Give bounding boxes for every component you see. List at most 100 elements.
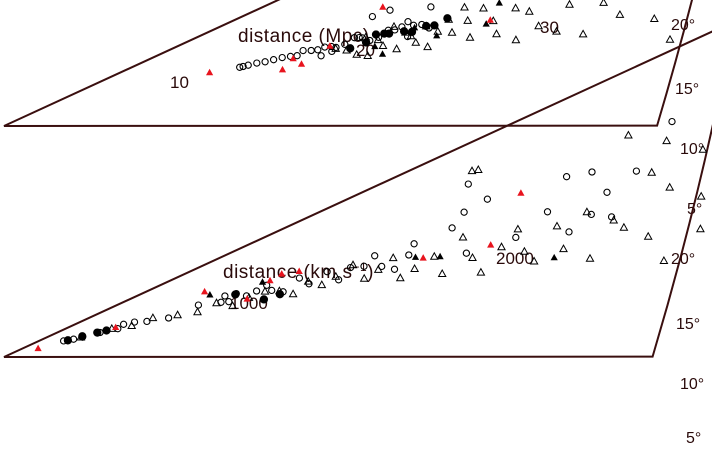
data-point-triangle-open (647, 167, 657, 176)
data-point-triangle-open (468, 252, 477, 261)
data-point-triangle-open (479, 3, 488, 12)
data-point-triangle-open (463, 15, 473, 24)
data-point-circle-open (314, 46, 322, 54)
data-point-triangle-open (511, 3, 521, 12)
data-point-circle-open (632, 167, 641, 175)
data-point-triangle-open (476, 267, 486, 276)
data-point-triangle-red (297, 60, 306, 67)
data-point-triangle-open (467, 166, 477, 175)
data-point-circle-open (317, 52, 325, 60)
data-point-triangle-open (429, 251, 439, 260)
data-point-triangle-open (695, 224, 705, 233)
data-point-triangle-filled (411, 253, 420, 260)
wedge-bottom-angle-tick: 15° (676, 316, 700, 333)
data-point-triangle-open (552, 26, 561, 35)
data-point-circle-open (404, 18, 412, 26)
data-point-triangle-open (148, 313, 158, 322)
data-point-triangle-red (289, 54, 297, 62)
data-point-triangle-open (519, 246, 529, 255)
wedge-bottom: distance (km s−1) 1000 2000 20° 15° 10° … (3, 30, 712, 447)
data-point-circle-filled (430, 21, 439, 30)
data-point-triangle-open (559, 244, 568, 253)
data-point-circle-open (261, 58, 269, 66)
data-point-circle-open (332, 43, 340, 52)
data-point-triangle-open (423, 42, 433, 51)
wedge-bottom-axis-title-close: ) (367, 262, 374, 283)
data-point-triangle-red (295, 267, 303, 274)
data-point-triangle-red (112, 323, 120, 330)
data-point-circle-open (562, 173, 571, 181)
data-point-circle-open (603, 188, 611, 196)
data-point-triangle-open (352, 49, 362, 58)
data-point-triangle-red (206, 68, 214, 76)
data-point-triangle-open (348, 260, 358, 269)
data-point-triangle-open (437, 268, 447, 277)
data-point-triangle-open (643, 231, 653, 240)
data-point-triangle-open (274, 286, 284, 295)
data-point-triangle-red (34, 344, 42, 352)
data-point-triangle-red (419, 254, 427, 261)
data-point-triangle-open (127, 320, 137, 329)
data-point-triangle-open (411, 37, 421, 46)
data-point-triangle-filled (495, 0, 503, 6)
wedge-top-radial-tick: 20 (356, 41, 375, 60)
data-point-triangle-open (696, 191, 706, 200)
data-point-triangle-red (486, 16, 494, 23)
data-point-triangle-open (565, 0, 574, 8)
data-point-circle-open (386, 6, 394, 14)
data-point-circle-open (244, 61, 252, 69)
data-point-triangle-filled (482, 20, 490, 27)
data-point-circle-open (462, 249, 471, 257)
data-point-triangle-red (201, 287, 209, 295)
data-point-triangle-open (331, 43, 341, 52)
data-point-circle-open (252, 287, 261, 295)
data-point-triangle-red (517, 189, 525, 196)
data-point-circle-open (295, 274, 304, 282)
wedge-top-angle-tick: 10° (680, 141, 704, 158)
data-point-triangle-filled (378, 50, 387, 57)
data-point-triangle-open (578, 29, 588, 38)
data-point-triangle-open (458, 232, 468, 241)
wedge-top-angle-tick: 15° (675, 81, 699, 98)
wedge-top-axis-title: distance (Mpc) (238, 26, 370, 47)
data-point-circle-open (368, 12, 377, 21)
data-point-triangle-open (401, 27, 410, 36)
data-point-circle-open (225, 298, 233, 306)
data-point-triangle-open (534, 21, 544, 30)
data-point-circle-filled (384, 29, 394, 38)
data-point-triangle-open (659, 255, 669, 264)
wedge-top-angle-tick: 20° (671, 17, 695, 34)
data-point-triangle-open (585, 253, 595, 262)
data-point-triangle-filled (433, 31, 441, 39)
data-point-triangle-open (615, 9, 625, 18)
data-point-triangle-red (266, 276, 274, 284)
data-point-circle-filled (102, 326, 111, 335)
data-point-circle-open (405, 251, 413, 259)
data-point-circle-open (269, 56, 278, 64)
data-point-circle-filled (361, 38, 371, 47)
data-point-circle-open (350, 34, 359, 42)
data-point-triangle-open (392, 44, 402, 53)
data-point-triangle-open (373, 264, 383, 273)
data-point-triangle-open (363, 50, 373, 59)
data-point-triangle-open (388, 253, 398, 262)
data-point-triangle-filled (206, 291, 214, 298)
wedge-top-frame (3, 0, 693, 127)
data-point-triangle-open (303, 276, 313, 285)
data-point-circle-open (448, 224, 456, 232)
data-point-triangle-open (193, 307, 202, 316)
data-point-triangle-open (599, 0, 609, 6)
data-point-triangle-open (492, 29, 501, 38)
data-point-circle-filled (259, 295, 269, 304)
data-point-triangle-open (444, 14, 454, 23)
wedge-bottom-points (34, 117, 708, 352)
data-point-circle-open (236, 63, 244, 71)
data-point-triangle-open (406, 31, 416, 40)
data-point-triangle-red (379, 3, 387, 10)
data-point-triangle-open (665, 34, 675, 43)
data-point-circle-open (371, 252, 379, 260)
data-point-circle-open (239, 62, 247, 71)
wedge-top-points (206, 0, 675, 76)
data-point-triangle-open (447, 27, 457, 36)
wedge-bottom-frame (3, 30, 712, 358)
